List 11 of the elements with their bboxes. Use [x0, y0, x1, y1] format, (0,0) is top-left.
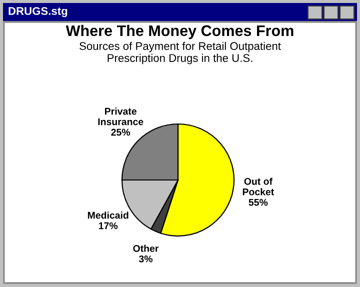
chart-title: Where The Money Comes From: [66, 24, 294, 40]
slice-label: Out of Pocket: [242, 178, 274, 196]
data-label: 55%: [248, 198, 268, 206]
chart-subtitle: Sources of Payment for Retail Outpatient Prescription Drugs in the U.S.: [80, 42, 281, 64]
slice-label: Other: [133, 244, 159, 252]
data-label: 17%: [98, 222, 118, 230]
data-label: 25%: [111, 128, 130, 136]
text: DRUGS.stg: [8, 7, 68, 18]
slice-label: Private Insurance: [98, 108, 144, 126]
data-label: 3%: [138, 255, 153, 262]
slice-label: Medicaid: [88, 212, 128, 219]
